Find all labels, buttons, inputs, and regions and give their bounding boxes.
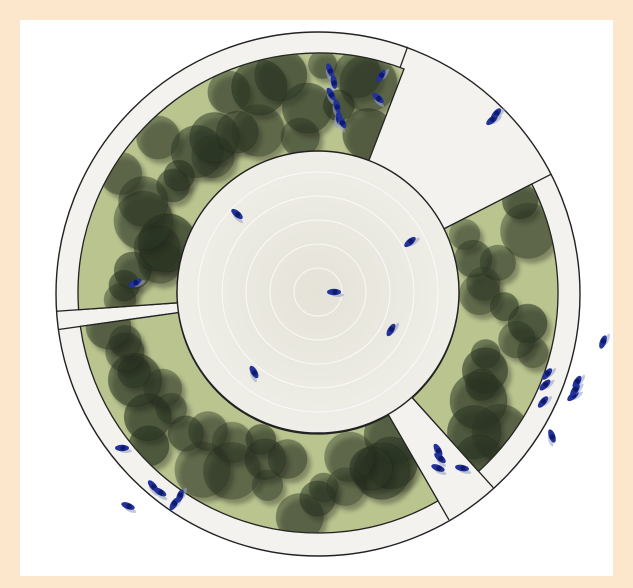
person-figure xyxy=(431,464,447,475)
person-figure xyxy=(337,115,347,133)
person-figure xyxy=(153,487,168,501)
person-figure xyxy=(325,63,334,81)
person-figure xyxy=(326,87,336,105)
person-figure xyxy=(231,208,243,224)
person-figure xyxy=(372,92,384,108)
person-figure xyxy=(176,487,187,503)
person-figure xyxy=(570,383,584,397)
person-figure xyxy=(486,114,502,126)
person-figure xyxy=(537,396,553,408)
person-figure xyxy=(404,236,420,248)
tree-shadow xyxy=(103,157,146,200)
tree-shadow xyxy=(330,472,369,511)
tree-shadow xyxy=(280,498,328,533)
person-figure xyxy=(539,379,555,391)
inner-plaza-texture-rings xyxy=(197,171,439,413)
person-figure xyxy=(249,365,259,383)
person-figure xyxy=(541,368,557,380)
person-figure xyxy=(547,429,556,447)
person-figure xyxy=(115,444,132,453)
tree-shadow xyxy=(178,447,235,503)
person-figure xyxy=(121,502,137,513)
tree-shadow xyxy=(236,109,289,162)
tree-shadow xyxy=(521,342,553,373)
person-figure xyxy=(376,68,390,83)
person-figure xyxy=(327,288,344,297)
people-figures xyxy=(115,63,610,513)
person-figure xyxy=(455,464,472,474)
person-figure xyxy=(572,374,586,389)
inner-plaza-circle xyxy=(176,150,460,434)
tree-canopy xyxy=(517,336,549,369)
tree-shadow xyxy=(328,437,379,487)
person-figure xyxy=(386,322,400,337)
person-figure xyxy=(434,452,446,468)
tree-shadow xyxy=(504,208,558,264)
person-figure xyxy=(599,333,610,349)
person-figure xyxy=(128,278,146,288)
tree-canopy xyxy=(275,493,324,533)
